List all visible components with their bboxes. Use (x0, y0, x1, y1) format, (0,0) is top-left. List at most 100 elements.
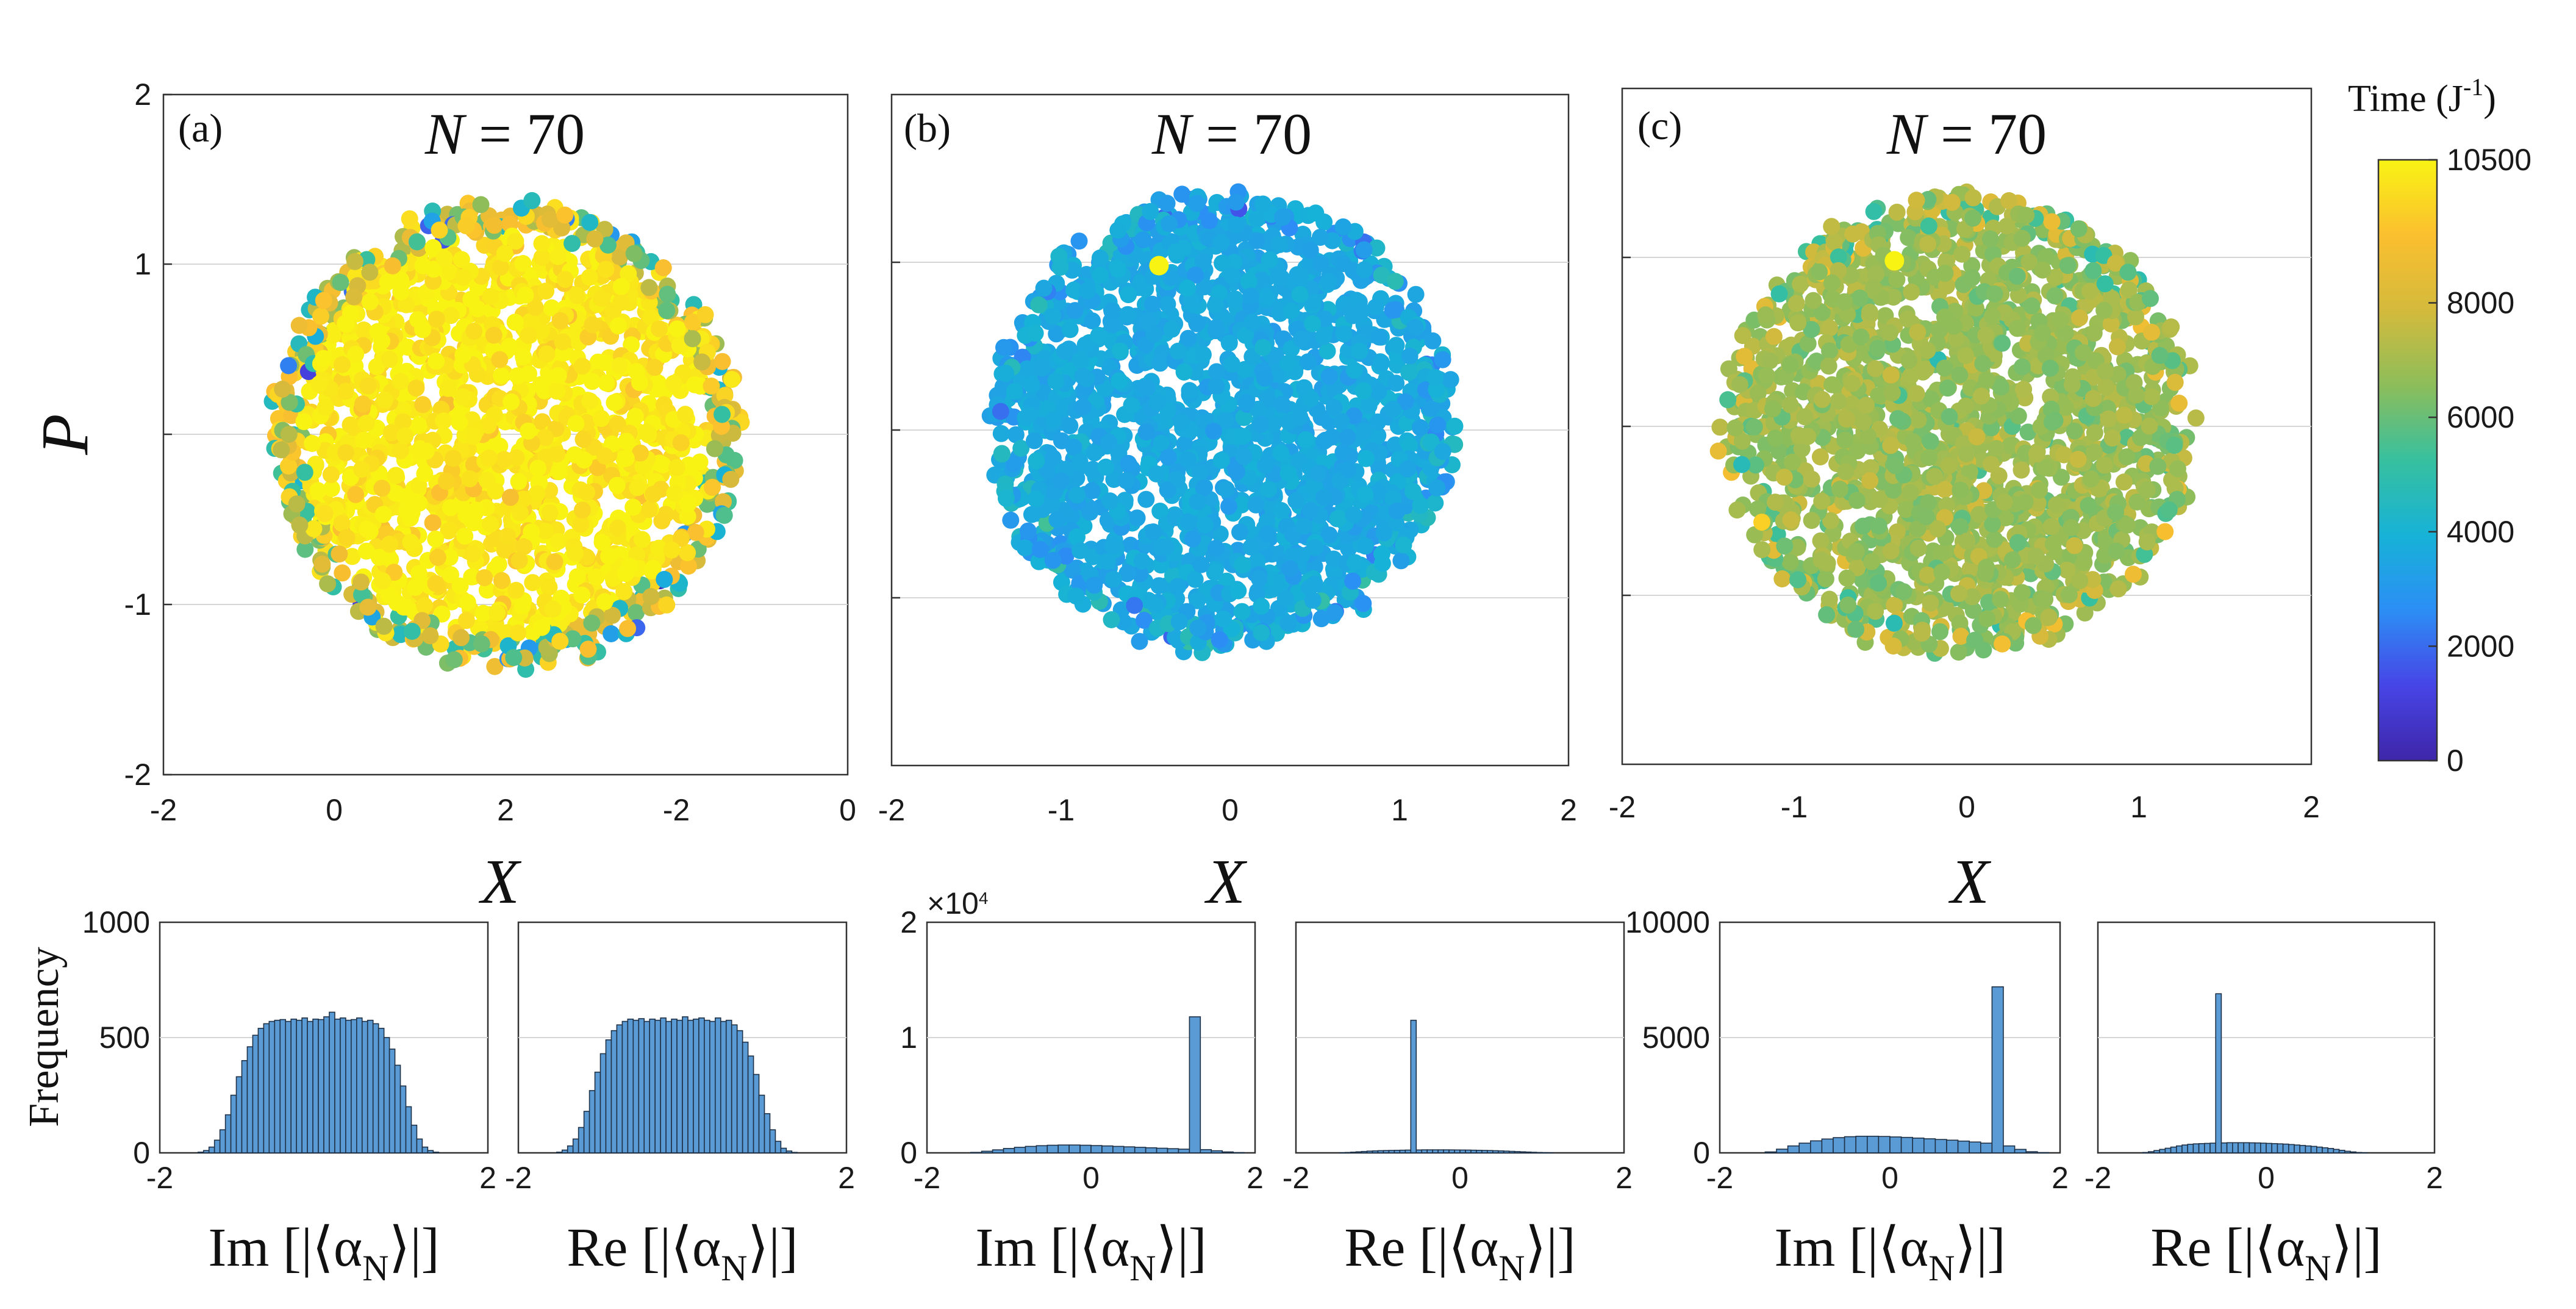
panel-a-point (634, 457, 652, 475)
panel-b-point (1253, 624, 1270, 642)
panel-a-point (644, 560, 662, 577)
panel-b-point (1148, 393, 1166, 411)
panel-b-point (1312, 610, 1330, 628)
panel-a-point (332, 274, 349, 292)
panel-a-point (472, 196, 490, 213)
panel-a-point (691, 453, 709, 471)
panel-b-point (1195, 479, 1212, 497)
panel-c-point (1792, 275, 1809, 293)
panel-b-point (1067, 587, 1085, 605)
panel-c-point (1884, 637, 1902, 655)
panel-b-point (1320, 273, 1337, 291)
panel-b-point (1111, 372, 1128, 390)
panel-a-point (621, 558, 639, 575)
panel-b-point (1344, 572, 1362, 590)
panel-b-point (1079, 282, 1097, 299)
panel-b-point (1315, 432, 1333, 450)
panel-a-point (696, 306, 714, 323)
panel-b-point (1258, 288, 1275, 306)
panel-b-point (1273, 269, 1290, 287)
panel-b-point (1302, 390, 1319, 407)
panel-b-point (1399, 460, 1417, 478)
panel-b-point (1194, 253, 1212, 270)
panel-b-point (1424, 332, 1442, 350)
panel-c-point (1749, 500, 1767, 518)
panel-b-point (1066, 302, 1084, 320)
panel-b-point (1279, 354, 1297, 372)
panel-c-point (1952, 518, 1969, 536)
panel-a-point (676, 406, 694, 423)
panel-a-point (379, 273, 396, 291)
panel-c-point (2100, 410, 2117, 428)
panel-c-point (1854, 517, 1872, 535)
panel-b-point (1162, 269, 1179, 287)
panel-b-point (1023, 506, 1040, 523)
panel-a-point (429, 548, 446, 566)
panel-b-point (1005, 455, 1023, 473)
panel-b-point (1189, 592, 1206, 609)
panel-b-point (1412, 419, 1429, 436)
panel-c-point (2009, 407, 2027, 425)
panel-b-point (1119, 564, 1137, 582)
panel-b-point (1325, 398, 1343, 416)
panel-a-point (665, 375, 682, 392)
panel-b-point (1194, 346, 1212, 364)
panel-a-point (492, 259, 509, 276)
panel-b-point (1159, 481, 1176, 499)
panel-b-point (1065, 281, 1082, 299)
panel-a-point (579, 640, 597, 658)
panel-a-point (463, 545, 481, 562)
panel-b-xtick-label: 2 (1560, 793, 1577, 827)
panel-a-point (398, 296, 415, 314)
panel-b-point (1258, 513, 1276, 530)
panel-b-point (1373, 267, 1390, 284)
panel-b-title: N = 70 (1151, 101, 1312, 167)
panel-a-point (315, 292, 332, 309)
panel-a-point (280, 426, 298, 443)
panel-a-point (442, 499, 459, 517)
panel-b-point (1259, 525, 1276, 543)
panel-a-point (453, 629, 470, 647)
panel-a-point (658, 302, 676, 320)
panel-a-point (416, 597, 434, 614)
panel-a-point (609, 519, 626, 537)
panel-b-point (1208, 378, 1225, 395)
panel-a-point (416, 465, 434, 482)
panel-c-point (1719, 391, 1737, 409)
panel-b-point (1031, 540, 1049, 558)
panel-b-point (1150, 577, 1168, 595)
panel-a-point (567, 415, 585, 432)
panel-a-point (454, 268, 472, 286)
panel-c-point (2086, 424, 2103, 442)
panel-a-point (486, 658, 504, 675)
panel-a: (a) N = 70 P 2 1 -1 -2 -2 0 2 -2 0 (27, 77, 856, 827)
panel-b-point (1223, 355, 1240, 373)
panel-a-point (598, 375, 615, 392)
panel-b-point (1012, 440, 1030, 457)
panel-b-point (1367, 298, 1384, 316)
panel-b-point (1235, 448, 1253, 465)
panel-b-point (1214, 254, 1231, 272)
panel-b-point (1384, 301, 1401, 319)
panel-b-point (1123, 396, 1140, 414)
panel-b-point (1217, 481, 1235, 498)
panel-a-point (723, 371, 741, 388)
panel-b-title-eq: = 70 (1191, 101, 1312, 167)
panel-a-point (392, 283, 410, 301)
panel-a-point (573, 501, 591, 519)
panel-b-point (1320, 526, 1338, 544)
panel-b-point (1273, 502, 1290, 519)
panel-b-point (1101, 492, 1119, 510)
panel-b-label: (b) (904, 106, 951, 151)
panel-b-point (1237, 326, 1254, 344)
panel-c-point (2066, 422, 2083, 440)
panel-b-point (992, 403, 1009, 420)
panel-a-point (672, 434, 690, 451)
panel-b-point (1339, 461, 1357, 478)
panel-a-point (501, 337, 518, 355)
panel-b-point (1320, 368, 1338, 386)
panel-c-point (1963, 257, 1981, 274)
panel-c-point (2169, 460, 2186, 478)
panel-b-point (1033, 359, 1051, 377)
panel-a-point (650, 539, 668, 557)
